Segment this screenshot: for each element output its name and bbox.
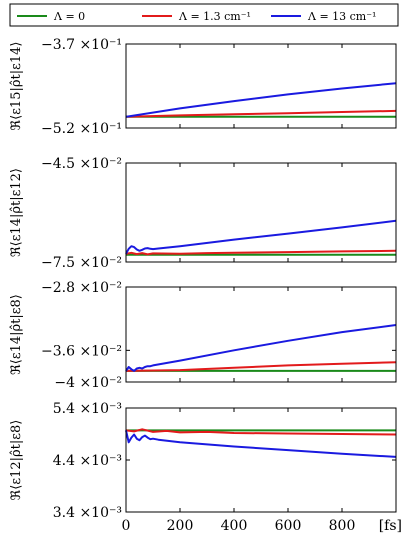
x-tick-label: 400 (221, 518, 248, 534)
y-tick-label: −7.5 ×10⁻² (41, 255, 122, 271)
plot-frame (125, 407, 397, 513)
x-tick-label: 0 (122, 518, 131, 534)
plot-panels: −3.7 ×10⁻¹ −5.2 ×10⁻¹ ℜ⟨ε15|ρ̂t|ε14⟩ −4.5 ×… (9, 37, 402, 534)
plot-frame (125, 43, 397, 129)
panel-2: −2.8 ×10⁻² −3.6 ×10⁻² −4 ×10⁻² ℜ⟨ε14|ρ̂t|ε8… (9, 280, 397, 391)
y-tick-label: −5.2 ×10⁻¹ (41, 121, 122, 137)
legend-frame (9, 3, 399, 27)
y-axis-label: ℜ⟨ε12|ρ̂t|ε8⟩ (9, 420, 24, 501)
series-line-1 (125, 428, 397, 436)
legend: Λ = 0 Λ = 1.3 cm⁻¹ Λ = 13 cm⁻¹ (9, 3, 399, 27)
y-axis-label: ℜ⟨ε15|ρ̂t|ε14⟩ (9, 42, 24, 131)
series-line-2 (125, 219, 397, 255)
panel-1: −4.5 ×10⁻² −7.5 ×10⁻² ℜ⟨ε14|ρ̂t|ε12⟩ (9, 156, 397, 271)
plot-frame (125, 286, 397, 383)
series-line-2 (125, 324, 397, 372)
x-tick-label: 600 (275, 518, 302, 534)
series-line-2 (125, 430, 397, 458)
y-tick-label: −2.8 ×10⁻² (41, 280, 122, 296)
y-tick-label: 5.4 ×10⁻³ (53, 401, 122, 417)
legend-label-2: Λ = 13 cm⁻¹ (307, 10, 376, 23)
panel-3: 5.4 ×10⁻³ 4.4 ×10⁻³ 3.4 ×10⁻³0 200 400 600 800… (9, 401, 402, 534)
y-tick-label: 4.4 ×10⁻³ (53, 453, 122, 469)
y-tick-label: −3.7 ×10⁻¹ (41, 37, 122, 53)
y-axis-label: ℜ⟨ε14|ρ̂t|ε12⟩ (9, 168, 24, 257)
y-tick-label: −4 ×10⁻² (54, 375, 122, 391)
legend-label-1: Λ = 1.3 cm⁻¹ (178, 10, 251, 23)
series-line-1 (125, 361, 397, 372)
legend-label-0: Λ = 0 (53, 10, 85, 23)
series-line-1 (125, 249, 397, 256)
x-unit-label: [fs] (379, 518, 402, 534)
y-tick-label: −3.6 ×10⁻² (41, 343, 122, 359)
y-tick-label: −4.5 ×10⁻² (41, 156, 122, 172)
y-axis-label: ℜ⟨ε14|ρ̂t|ε8⟩ (9, 294, 24, 375)
x-tick-label: 200 (167, 518, 194, 534)
y-tick-label: 3.4 ×10⁻³ (53, 505, 122, 521)
series-line-1 (125, 109, 397, 118)
plot-frame (125, 162, 397, 263)
panel-0: −3.7 ×10⁻¹ −5.2 ×10⁻¹ ℜ⟨ε15|ρ̂t|ε14⟩ (9, 37, 397, 137)
series-line-2 (125, 82, 397, 118)
x-tick-label: 800 (329, 518, 356, 534)
